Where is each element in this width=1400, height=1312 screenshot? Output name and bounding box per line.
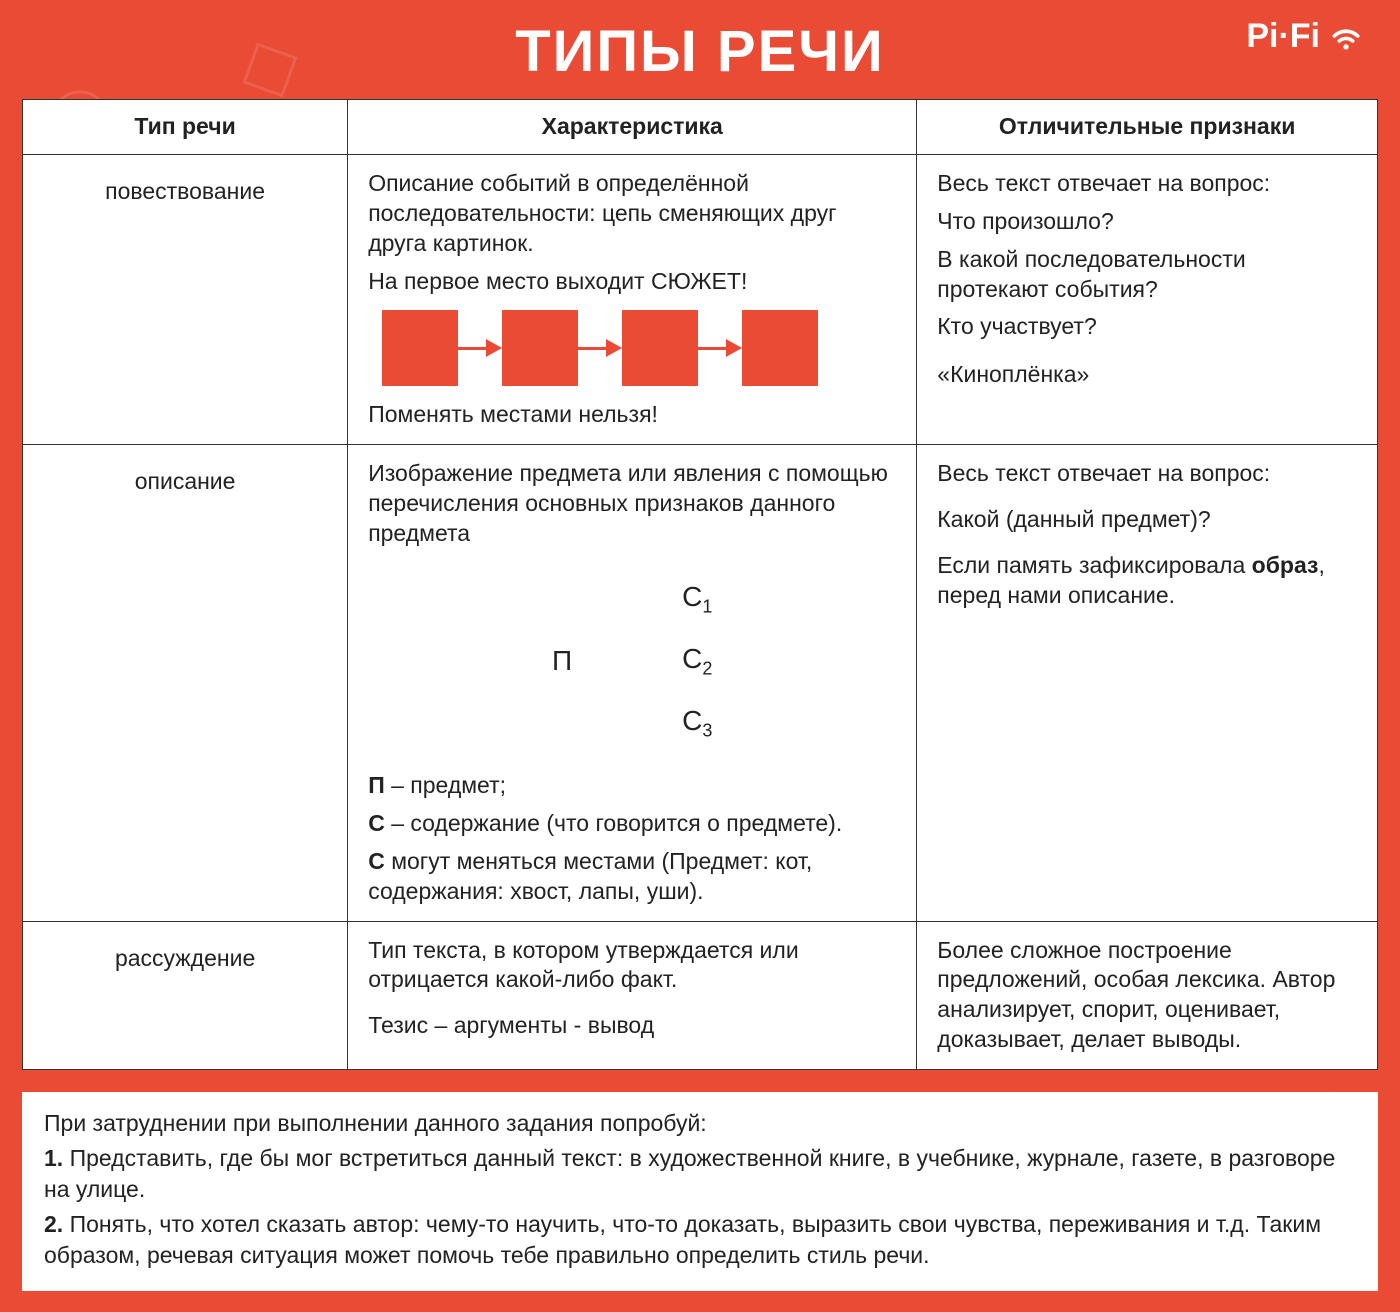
- header-feat: Отличительные признаки: [917, 100, 1378, 155]
- cell-char: Описание событий в определённой последов…: [348, 154, 917, 444]
- logo-text: Pi·Fi: [1246, 17, 1320, 56]
- cell-type: повествование: [23, 154, 348, 444]
- feat-text: «Киноплёнка»: [937, 360, 1357, 390]
- feat-text: Что произошло?: [937, 207, 1357, 237]
- flow-arrow-icon: [458, 339, 502, 357]
- table-row: рассуждение Тип текста, в котором утверж…: [23, 921, 1378, 1070]
- schema-item: С2: [682, 641, 712, 681]
- table-container: Тип речи Характеристика Отличительные пр…: [22, 99, 1378, 1070]
- char-text: Описание событий в определённой последов…: [368, 169, 896, 259]
- feat-text: Более сложное построение предложений, ос…: [937, 936, 1357, 1056]
- cell-feat: Весь текст отвечает на вопрос: Какой (да…: [917, 445, 1378, 921]
- schema-item: С1: [682, 579, 712, 619]
- feat-text: Весь текст отвечает на вопрос:: [937, 459, 1357, 489]
- footer-tip: 1. Представить, где бы мог встретиться д…: [44, 1143, 1356, 1205]
- schema-diagram: П С1 С2 С3: [368, 579, 896, 743]
- feat-text: Кто участвует?: [937, 312, 1357, 342]
- page-title: ТИПЫ РЕЧИ: [0, 18, 1400, 85]
- feat-text: Какой (данный предмет)?: [937, 505, 1357, 535]
- flow-diagram: [382, 310, 896, 386]
- footer-intro: При затруднении при выполнении данного з…: [44, 1108, 1356, 1139]
- cell-type: рассуждение: [23, 921, 348, 1070]
- flow-box: [502, 310, 578, 386]
- table-header-row: Тип речи Характеристика Отличительные пр…: [23, 100, 1378, 155]
- header-char: Характеристика: [348, 100, 917, 155]
- legend-line: С – содержание (что говорится о предмете…: [368, 809, 896, 839]
- schema-left: П: [552, 643, 572, 679]
- flow-arrow-icon: [698, 339, 742, 357]
- char-text: На первое место выходит СЮЖЕТ!: [368, 267, 896, 297]
- cell-char: Изображение предмета или явления с помощ…: [348, 445, 917, 921]
- footer-tip: 2. Понять, что хотел сказать автор: чему…: [44, 1209, 1356, 1271]
- table-row: повествование Описание событий в определ…: [23, 154, 1378, 444]
- feat-text: Если память зафиксировала образ, перед н…: [937, 551, 1357, 611]
- brand-logo: Pi·Fi: [1246, 16, 1366, 56]
- legend-line: С могут меняться местами (Предмет: кот, …: [368, 847, 896, 907]
- legend-line: П – предмет;: [368, 771, 896, 801]
- types-table: Тип речи Характеристика Отличительные пр…: [22, 99, 1378, 1070]
- flow-box: [742, 310, 818, 386]
- wifi-icon: [1326, 16, 1366, 56]
- feat-text: Весь текст отвечает на вопрос:: [937, 169, 1357, 199]
- char-text: Тип текста, в котором утверждается или о…: [368, 936, 896, 996]
- flow-arrow-icon: [578, 339, 622, 357]
- header-type: Тип речи: [23, 100, 348, 155]
- flow-box: [622, 310, 698, 386]
- cell-feat: Весь текст отвечает на вопрос: Что произ…: [917, 154, 1378, 444]
- cell-char: Тип текста, в котором утверждается или о…: [348, 921, 917, 1070]
- table-row: описание Изображение предмета или явлени…: [23, 445, 1378, 921]
- char-text: Изображение предмета или явления с помощ…: [368, 459, 896, 549]
- cell-feat: Более сложное построение предложений, ос…: [917, 921, 1378, 1070]
- schema-item: С3: [682, 703, 712, 743]
- header: ТИПЫ РЕЧИ Pi·Fi: [0, 0, 1400, 99]
- char-text: Поменять местами нельзя!: [368, 400, 896, 430]
- feat-text: В какой последовательности протекают соб…: [937, 245, 1357, 305]
- schema-right: С1 С2 С3: [682, 579, 712, 743]
- flow-box: [382, 310, 458, 386]
- cell-type: описание: [23, 445, 348, 921]
- char-text: Тезис – аргументы - вывод: [368, 1011, 896, 1041]
- footer-tips: При затруднении при выполнении данного з…: [22, 1092, 1378, 1291]
